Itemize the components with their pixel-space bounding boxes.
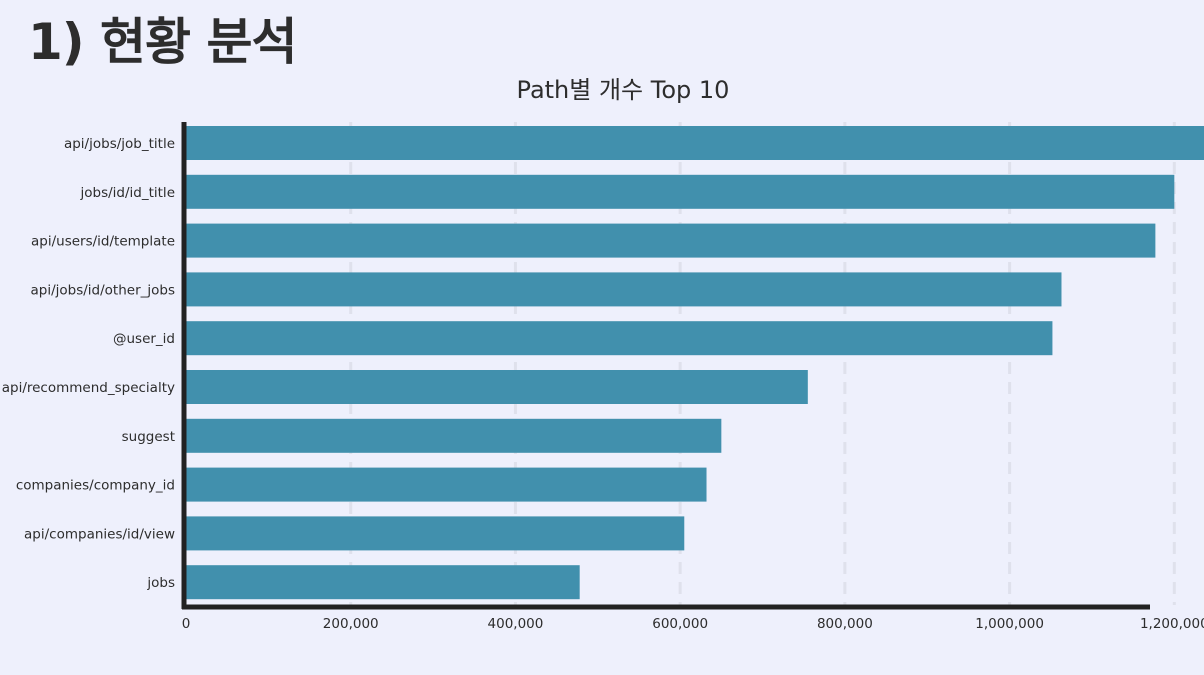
- bar: [186, 126, 1204, 160]
- tick-labels: 0 200,000 400,000 600,000 800,000 1,000,000 1,…: [182, 616, 1204, 632]
- x-tick-label: 400,000: [488, 616, 544, 632]
- bar: [186, 174, 1175, 209]
- x-tick-label: 1,200,000: [1140, 616, 1204, 632]
- x-tick-label: 600,000: [652, 616, 708, 632]
- x-axis: [181, 122, 1150, 610]
- category-label: api/jobs/id/other_jobs: [31, 282, 176, 298]
- category-label: suggest: [122, 429, 175, 445]
- category-label: jobs/id/id_title: [80, 185, 176, 201]
- chart-title: Path별 개수 Top 10: [517, 76, 730, 104]
- category-label: api/users/id/template: [31, 234, 175, 250]
- bar: [186, 565, 580, 600]
- bar: [186, 223, 1156, 258]
- category-label: @user_id: [113, 331, 175, 347]
- x-tick-label: 800,000: [817, 616, 873, 632]
- x-tick-label: 0: [182, 616, 191, 632]
- category-label: api/companies/id/view: [24, 526, 175, 542]
- bar: [186, 418, 722, 453]
- bar: [186, 467, 707, 502]
- x-tick-label: 200,000: [323, 616, 379, 632]
- category-label: jobs: [146, 575, 175, 591]
- category-label: companies/company_id: [16, 478, 175, 494]
- page-title: 1) 현황 분석: [28, 13, 297, 71]
- category-labels: api/jobs/job_title jobs/id/id_title api/us…: [2, 136, 175, 591]
- bar: [186, 321, 1053, 356]
- category-label: api/recommend_specialty: [2, 380, 175, 396]
- bar: [186, 272, 1062, 307]
- x-tick-label: 1,000,000: [975, 616, 1044, 632]
- category-label: api/jobs/job_title: [64, 136, 175, 152]
- bar: [186, 370, 808, 404]
- bar: [186, 516, 685, 551]
- bars: [186, 126, 1204, 600]
